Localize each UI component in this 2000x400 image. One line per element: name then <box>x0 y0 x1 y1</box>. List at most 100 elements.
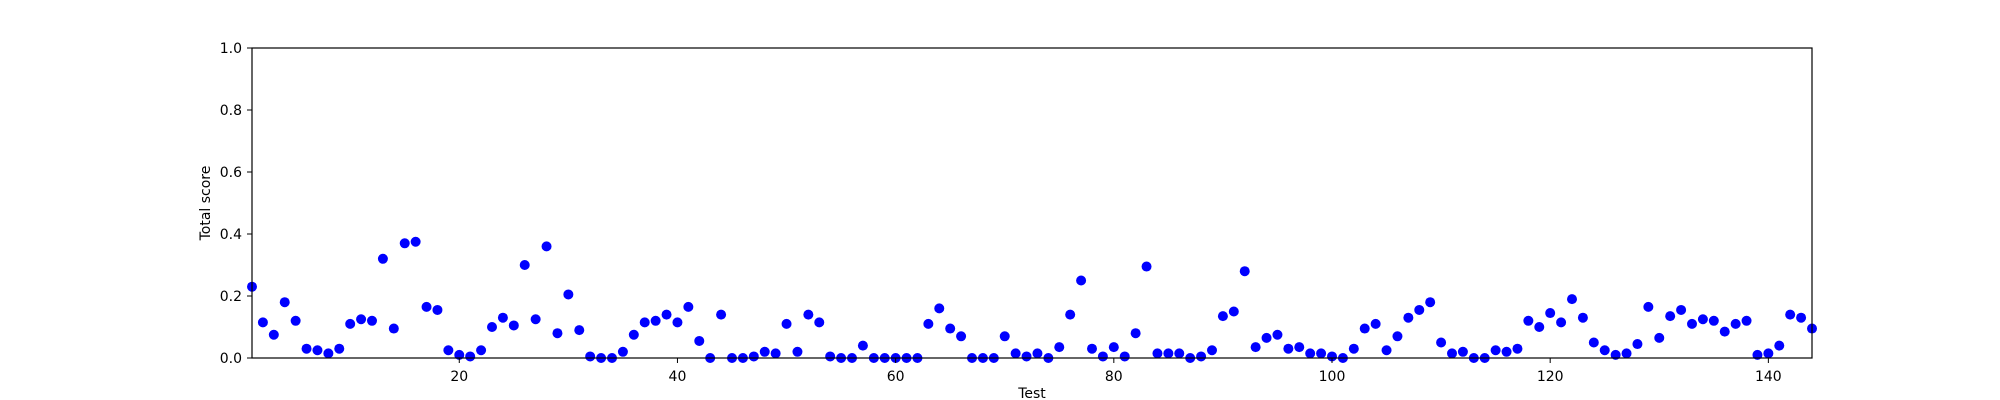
data-point <box>1512 343 1523 354</box>
data-point <box>1021 351 1032 362</box>
data-point <box>1250 342 1261 353</box>
data-point <box>1348 343 1359 354</box>
y-tick-label: 0.0 <box>220 351 242 367</box>
data-point <box>1076 275 1087 286</box>
data-point <box>716 309 727 320</box>
data-point <box>857 340 868 351</box>
data-point <box>1556 317 1567 328</box>
data-point <box>1305 348 1316 359</box>
data-point <box>1359 323 1370 334</box>
data-point <box>1163 348 1174 359</box>
data-point <box>1741 315 1752 326</box>
y-tick-label: 0.4 <box>220 227 242 243</box>
data-point <box>1152 348 1163 359</box>
data-point <box>1228 306 1239 317</box>
data-point <box>1457 346 1468 357</box>
data-point <box>421 301 432 312</box>
data-point <box>1501 346 1512 357</box>
data-point <box>1403 312 1414 323</box>
data-point <box>628 329 639 340</box>
data-point <box>1436 337 1447 348</box>
data-point <box>1141 261 1152 272</box>
x-tick-label: 80 <box>1105 369 1123 385</box>
data-point <box>1567 294 1577 305</box>
data-point <box>1381 345 1392 356</box>
data-point <box>1687 318 1697 329</box>
y-axis-label: Total score <box>198 166 214 242</box>
data-point <box>1032 348 1043 359</box>
data-point <box>683 301 694 312</box>
data-point <box>399 238 410 249</box>
data-point <box>1196 351 1207 362</box>
data-point <box>1632 339 1643 350</box>
data-point <box>290 315 301 326</box>
data-point <box>312 345 323 356</box>
data-point <box>1010 348 1021 359</box>
data-point <box>367 315 377 326</box>
data-point <box>323 348 334 359</box>
data-point <box>257 317 268 328</box>
data-point <box>1316 348 1327 359</box>
data-point <box>1294 342 1305 353</box>
data-point <box>497 312 508 323</box>
data-point <box>334 343 345 354</box>
data-point <box>999 331 1010 342</box>
data-point <box>301 343 312 354</box>
data-point <box>1599 345 1610 356</box>
data-point <box>268 329 279 340</box>
data-point <box>923 318 934 329</box>
data-point <box>465 351 476 362</box>
data-point <box>443 345 454 356</box>
data-point <box>1676 304 1687 315</box>
data-point <box>1065 309 1076 320</box>
data-point <box>814 317 825 328</box>
data-point <box>487 322 497 332</box>
x-tick-label: 120 <box>1537 369 1564 385</box>
data-point <box>650 315 661 326</box>
data-point <box>574 325 585 336</box>
y-tick-label: 0.6 <box>220 165 242 181</box>
y-axis-ticks: 0.0 0.2 0.4 0.6 0.8 1.0 <box>220 41 252 367</box>
x-axis-ticks: 20 40 60 80 100 120 140 <box>450 358 1782 385</box>
y-tick-label: 0.2 <box>220 289 242 305</box>
data-point <box>803 309 814 320</box>
data-point <box>1588 337 1599 348</box>
data-point <box>1447 348 1457 359</box>
x-tick-label: 40 <box>669 369 687 385</box>
data-point <box>1097 351 1108 362</box>
data-point <box>694 335 705 346</box>
data-point <box>1654 332 1665 343</box>
data-point <box>825 351 836 362</box>
x-axis-label: Test <box>1017 386 1046 400</box>
data-point <box>1174 348 1185 359</box>
data-point <box>672 317 683 328</box>
data-point <box>1108 342 1119 353</box>
data-point <box>1425 297 1436 308</box>
data-point <box>1763 348 1774 359</box>
data-point <box>585 351 596 362</box>
data-point <box>1239 266 1250 277</box>
data-point <box>1490 345 1501 356</box>
data-point <box>1130 328 1141 339</box>
x-tick-label: 60 <box>887 369 905 385</box>
data-point <box>1719 326 1730 337</box>
x-tick-label: 100 <box>1319 369 1346 385</box>
data-point <box>770 348 781 359</box>
data-point <box>1414 304 1425 315</box>
plot-frame <box>251 47 1813 359</box>
data-point <box>519 260 530 270</box>
data-point <box>1207 345 1217 356</box>
data-point <box>552 328 563 339</box>
data-point <box>1327 351 1337 362</box>
data-point <box>748 351 759 362</box>
plot-area <box>252 48 1812 358</box>
data-point <box>661 309 672 320</box>
data-point <box>934 303 945 314</box>
data-points <box>247 236 1817 363</box>
y-tick-label: 0.8 <box>220 103 242 119</box>
data-point <box>1283 343 1294 354</box>
data-point <box>279 297 290 308</box>
data-point <box>617 346 628 357</box>
data-point <box>792 346 803 357</box>
